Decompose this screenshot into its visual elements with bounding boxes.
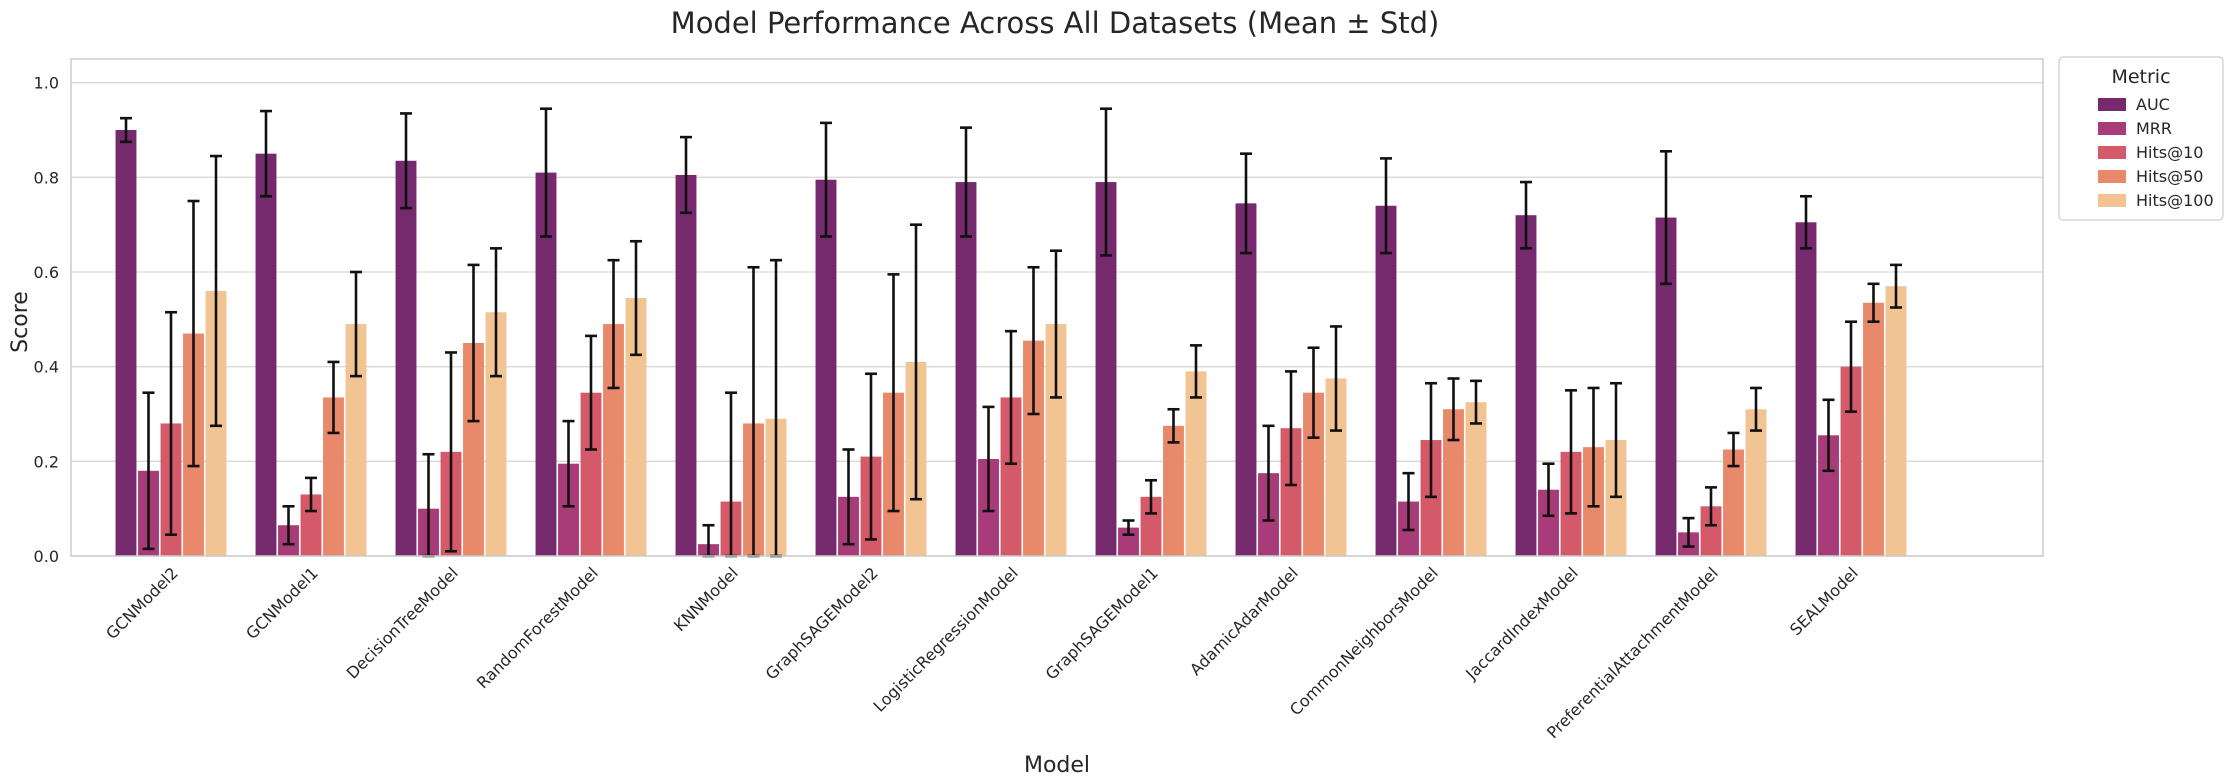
x-tick-label: GraphSAGEModel2 — [762, 563, 882, 683]
x-tick-label: RandomForestModel — [473, 563, 602, 692]
x-axis-ticks: GCNModel2 GCNModel1 DecisionTreeModel Rando… — [102, 563, 1862, 742]
bar-hits-at-100 — [1185, 371, 1207, 556]
chart-title: Model Performance Across All Datasets (M… — [671, 6, 1440, 40]
legend-item-label: AUC — [2136, 95, 2170, 114]
bar-hits-at-100 — [625, 298, 647, 556]
bar-hits-at-10 — [1140, 496, 1162, 556]
x-tick-label: JaccardIndexModel — [1461, 563, 1582, 684]
bar-hits-at-10 — [580, 392, 602, 556]
legend-swatch — [2098, 194, 2126, 207]
y-axis-label: Score — [8, 291, 33, 353]
legend: Metric AUC MRR Hits@10 Hits@50 Hits@100 — [2058, 56, 2224, 221]
bar-auc — [1515, 215, 1537, 556]
x-tick-label: SEALModel — [1786, 563, 1862, 639]
bar-auc — [395, 160, 417, 556]
legend-item-label: Hits@10 — [2136, 143, 2203, 162]
legend-swatch — [2098, 170, 2126, 183]
y-tick-label: 0.8 — [34, 168, 59, 187]
bar-mrr — [558, 463, 579, 556]
bar-hits-at-100 — [485, 312, 507, 556]
bar-hits-at-10 — [1700, 506, 1722, 556]
y-tick-label: 1.0 — [34, 74, 59, 93]
bar-hits-at-50 — [1023, 340, 1044, 556]
legend-swatch — [2098, 122, 2126, 135]
y-tick-label: 0.4 — [34, 358, 59, 377]
bar-auc — [1235, 203, 1257, 556]
x-tick-label: PreferentialAttachmentModel — [1543, 563, 1722, 742]
bar-auc — [535, 172, 557, 556]
bar-hits-at-100 — [1465, 402, 1487, 556]
bar-auc — [255, 153, 277, 556]
bar-hits-at-10 — [1280, 428, 1302, 556]
legend-item-label: MRR — [2136, 119, 2172, 138]
x-tick-label: DecisionTreeModel — [343, 563, 462, 682]
x-tick-label: CommonNeighborsModel — [1286, 563, 1442, 719]
y-tick-label: 0.2 — [34, 452, 59, 471]
bar-hits-at-100 — [345, 324, 367, 556]
legend-item-label: Hits@100 — [2136, 191, 2214, 210]
legend-title: Metric — [2111, 66, 2170, 88]
legend-swatch — [2098, 146, 2126, 159]
bar-auc — [955, 182, 977, 557]
x-tick-label: LogisticRegressionModel — [869, 563, 1021, 715]
bar-auc — [1375, 205, 1397, 556]
x-tick-label: GraphSAGEModel1 — [1042, 563, 1162, 683]
bar-mrr — [1538, 489, 1559, 556]
bar-auc — [1795, 222, 1817, 557]
bar-auc — [675, 174, 697, 556]
y-tick-label: 0.6 — [34, 263, 59, 282]
bar-hits-at-50 — [1863, 302, 1884, 556]
bar-hits-at-100 — [1745, 409, 1767, 556]
bar-hits-at-50 — [1723, 449, 1744, 556]
bar-hits-at-50 — [1443, 409, 1464, 556]
y-axis-ticks: 0.0 0.2 0.4 0.6 0.8 1.0 — [34, 74, 59, 566]
x-tick-label: GCNModel2 — [102, 563, 182, 643]
bar-hits-at-50 — [603, 324, 624, 556]
bar-hits-at-50 — [323, 397, 344, 556]
bar-hits-at-100 — [1325, 378, 1347, 556]
x-axis-label: Model — [1024, 753, 1090, 778]
bar-hits-at-10 — [1840, 366, 1862, 556]
bar-hits-at-10 — [1000, 397, 1022, 556]
bar-auc — [1095, 182, 1117, 557]
legend-item-label: Hits@50 — [2136, 167, 2203, 186]
plot-frame — [70, 58, 2044, 557]
bar-auc — [115, 130, 137, 556]
legend-swatch — [2098, 98, 2126, 111]
bar-hits-at-100 — [1885, 286, 1907, 556]
bar-hits-at-50 — [1163, 425, 1184, 556]
x-tick-label: AdamicAdarModel — [1186, 563, 1302, 679]
bar-mrr — [1818, 435, 1839, 556]
bar-auc — [815, 179, 837, 556]
x-tick-label: KNNModel — [670, 563, 742, 635]
bar-hits-at-100 — [1045, 324, 1067, 556]
bar-hits-at-50 — [463, 343, 484, 556]
x-tick-label: GCNModel1 — [242, 563, 322, 643]
error-bars — [120, 107, 1902, 558]
bar-hits-at-50 — [1303, 392, 1324, 556]
y-tick-label: 0.0 — [34, 547, 59, 566]
bar-auc — [1655, 217, 1677, 557]
